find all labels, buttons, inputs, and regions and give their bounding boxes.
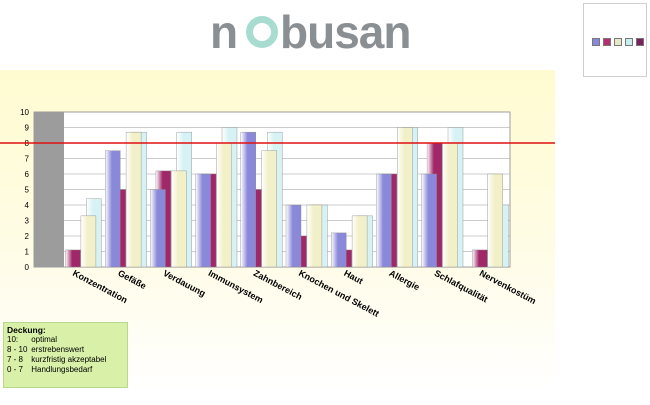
nobusan-logo: n busan — [210, 6, 425, 58]
legend-swatches — [592, 38, 644, 46]
deckung-label: Handlungsbedarf — [31, 365, 93, 374]
deckung-label: erstrebenswert — [31, 345, 85, 354]
deckung-row: 7 - 8 kurzfristig akzeptabel — [7, 355, 124, 365]
bar-chart: 012345678910KonzentrationGefäßeVerdauung… — [0, 108, 555, 319]
deckung-row: 10: optimal — [7, 335, 124, 345]
svg-text:n: n — [210, 8, 237, 56]
deckung-range: 7 - 8 — [7, 355, 24, 364]
y-tick-label: 1 — [25, 248, 30, 257]
bar — [487, 173, 503, 268]
y-tick-label: 3 — [25, 217, 30, 226]
y-tick-label: 4 — [25, 201, 30, 210]
bar — [104, 150, 121, 268]
bar — [442, 142, 458, 268]
bar — [421, 173, 437, 268]
bar — [171, 170, 187, 268]
deckung-range: 0 - 7 — [7, 365, 24, 374]
deckung-row: 8 - 10 erstrebenswert — [7, 345, 124, 355]
y-tick-label: 10 — [20, 108, 29, 117]
deckung-title: Deckung: — [7, 325, 46, 335]
deckung-legend: Deckung: 10: optimal 8 - 10 erstrebenswe… — [3, 322, 128, 388]
deckung-row: 0 - 7 Handlungsbedarf — [7, 365, 124, 375]
bar — [351, 215, 368, 268]
bar — [397, 127, 413, 268]
deckung-range: 10: — [7, 335, 19, 344]
y-tick-label: 9 — [25, 124, 30, 133]
x-tick-label: Gefäße — [116, 268, 148, 291]
bar — [261, 150, 277, 268]
svg-text:busan: busan — [280, 8, 410, 56]
legend-swatch — [603, 38, 611, 46]
bar — [80, 215, 97, 268]
x-tick-label: Allergie — [387, 268, 421, 292]
legend-swatch — [636, 38, 644, 46]
y-tick-label: 7 — [25, 155, 30, 164]
y-tick-label: 0 — [25, 263, 30, 272]
bar — [331, 232, 347, 268]
bar — [195, 173, 211, 268]
bar — [150, 189, 166, 268]
deckung-label: kurzfristig akzeptabel — [31, 355, 107, 364]
x-tick-label: Haut — [342, 268, 364, 286]
bar — [376, 173, 392, 268]
bar — [125, 131, 142, 268]
bar — [472, 249, 488, 268]
legend-swatch — [592, 38, 600, 46]
legend-swatch — [614, 38, 622, 46]
deckung-label: optimal — [31, 335, 58, 344]
legend — [583, 3, 647, 77]
y-tick-label: 6 — [25, 170, 30, 179]
y-tick-label: 2 — [25, 232, 30, 241]
bar — [285, 204, 302, 268]
x-tick-label: Knochen und Skelett — [297, 268, 381, 319]
bar — [306, 204, 323, 268]
deckung-range: 8 - 10 — [7, 345, 28, 354]
bar — [240, 131, 257, 268]
bar — [216, 142, 232, 268]
x-tick-label: Verdauung — [161, 268, 207, 299]
logo-graphic: n busan — [210, 6, 411, 58]
legend-swatch — [625, 38, 633, 46]
bar — [65, 249, 81, 268]
y-tick-label: 5 — [25, 186, 30, 195]
